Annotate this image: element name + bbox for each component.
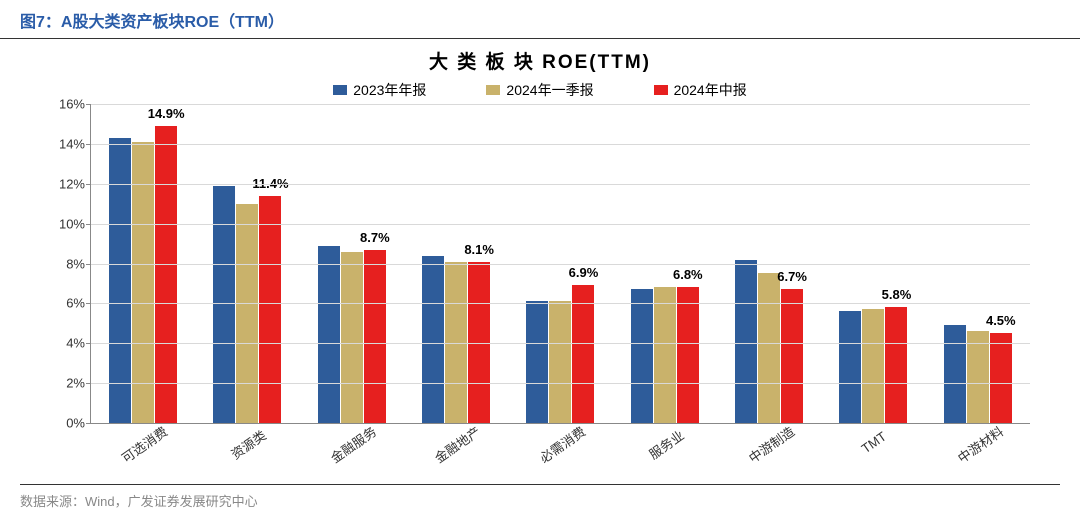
y-axis-label: 4% [41,336,85,351]
bar [967,331,989,423]
bar [318,246,340,423]
bar: 14.9% [155,126,177,423]
legend-item-0: 2023年年报 [333,80,426,100]
y-axis-label: 14% [41,136,85,151]
legend-swatch-0 [333,85,347,95]
bar [236,204,258,423]
y-tick [86,343,91,344]
bar-value-label: 5.8% [882,287,912,302]
grid-line [91,104,1030,105]
bar [631,289,653,423]
grid-line [91,224,1030,225]
bar-value-label: 8.1% [464,242,494,257]
bar [758,273,780,423]
y-axis-label: 0% [41,416,85,431]
bar [839,311,861,423]
grid-line [91,144,1030,145]
bar-value-label: 14.9% [148,106,185,121]
bar: 5.8% [885,307,907,423]
legend-swatch-1 [486,85,500,95]
legend-label-1: 2024年一季报 [506,80,593,100]
legend-swatch-2 [654,85,668,95]
bar-value-label: 4.5% [986,313,1016,328]
bar: 4.5% [990,333,1012,423]
grid-line [91,303,1030,304]
bar: 8.7% [364,250,386,423]
grid-line [91,264,1030,265]
y-axis-label: 2% [41,376,85,391]
y-tick [86,184,91,185]
bar [213,186,235,423]
y-axis-label: 16% [41,97,85,112]
bar-value-label: 8.7% [360,230,390,245]
y-tick [86,383,91,384]
bar-value-label: 6.9% [569,265,599,280]
bar [445,262,467,423]
bar: 11.4% [259,196,281,423]
bar [944,325,966,423]
bar [526,301,548,423]
grid-line [91,383,1030,384]
y-tick [86,303,91,304]
legend-label-0: 2023年年报 [353,80,426,100]
bar [341,252,363,423]
bar [549,301,571,423]
y-axis-label: 12% [41,176,85,191]
bar: 8.1% [468,262,490,423]
legend: 2023年年报 2024年一季报 2024年中报 [40,80,1040,100]
y-axis-label: 8% [41,256,85,271]
y-tick [86,104,91,105]
legend-label-2: 2024年中报 [674,80,747,100]
grid-line [91,184,1030,185]
figure-title: 图7：A股大类资产板块ROE（TTM） [20,8,1060,32]
bar [109,138,131,423]
bar: 6.7% [781,289,803,423]
plot-area: 14.9%11.4%8.7%8.1%6.9%6.8%6.7%5.8%4.5% 0… [90,104,1030,424]
y-tick [86,144,91,145]
bar [862,309,884,423]
legend-item-2: 2024年中报 [654,80,747,100]
chart-container: 大 类 板 块 ROE(TTM) 2023年年报 2024年一季报 2024年中… [0,39,1080,484]
bar [735,260,757,423]
y-axis-label: 6% [41,296,85,311]
bar [422,256,444,423]
bar: 6.9% [572,285,594,423]
y-tick [86,224,91,225]
legend-item-1: 2024年一季报 [486,80,593,100]
grid-line [91,343,1030,344]
bar: 6.8% [677,287,699,423]
y-tick [86,264,91,265]
y-axis-label: 10% [41,216,85,231]
figure-header: 图7：A股大类资产板块ROE（TTM） [0,0,1080,39]
bar [654,287,676,423]
bar-value-label: 6.7% [777,269,807,284]
bar-value-label: 6.8% [673,267,703,282]
x-axis-labels: 可选消费资源类金融服务金融地产必需消费服务业中游制造TMT中游材料 [90,424,1030,484]
chart-title: 大 类 板 块 ROE(TTM) [40,47,1040,74]
